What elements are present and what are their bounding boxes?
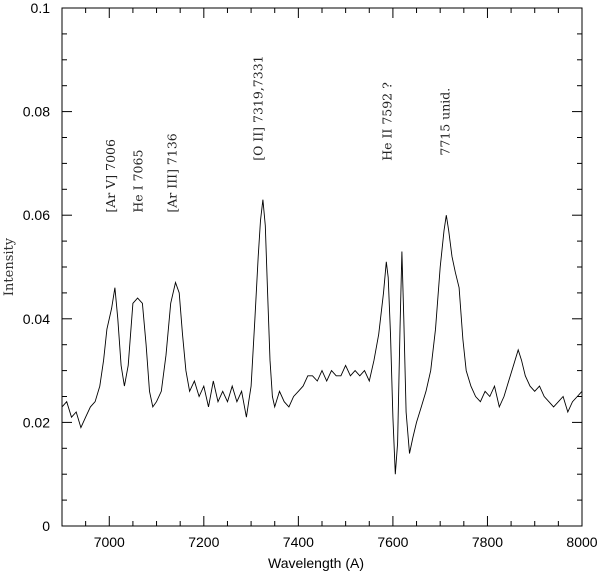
line-annotation: [Ar III] 7136 (164, 133, 179, 212)
line-annotation: 7715 unid. (438, 88, 453, 156)
x-axis-title: Wavelength (A) (268, 555, 364, 571)
y-axis-title: Intensity (2, 237, 17, 296)
x-tick-label: 7400 (283, 534, 314, 550)
line-annotation: [O II] 7319,7331 (250, 55, 265, 160)
x-tick-label: 8000 (566, 534, 597, 550)
y-tick-label: 0.04 (23, 311, 50, 327)
line-annotation: He II 7592 ? (380, 82, 395, 161)
y-axis-ticks: 0 0.02 0.04 0.06 0.08 0.1 (23, 0, 582, 534)
x-axis-ticks: 7000 7200 7400 7600 7800 8000 (61, 8, 598, 550)
x-tick-label: 7600 (377, 534, 408, 550)
x-tick-label: 7800 (472, 534, 503, 550)
y-tick-label: 0.1 (31, 0, 51, 16)
x-tick-label: 7000 (94, 534, 125, 550)
line-annotation: He I 7065 (130, 150, 145, 213)
y-tick-label: 0.08 (23, 104, 50, 120)
y-tick-label: 0 (42, 518, 50, 534)
spectrum-series-line (61, 199, 583, 475)
x-tick-label: 7200 (188, 534, 219, 550)
y-tick-label: 0.06 (23, 207, 50, 223)
line-annotations: [Ar V] 7006 He I 7065 [Ar III] 7136 [O II] … (103, 55, 453, 212)
plot-frame (61, 7, 583, 527)
y-tick-label: 0.02 (23, 414, 50, 430)
line-annotation: [Ar V] 7006 (103, 139, 118, 213)
